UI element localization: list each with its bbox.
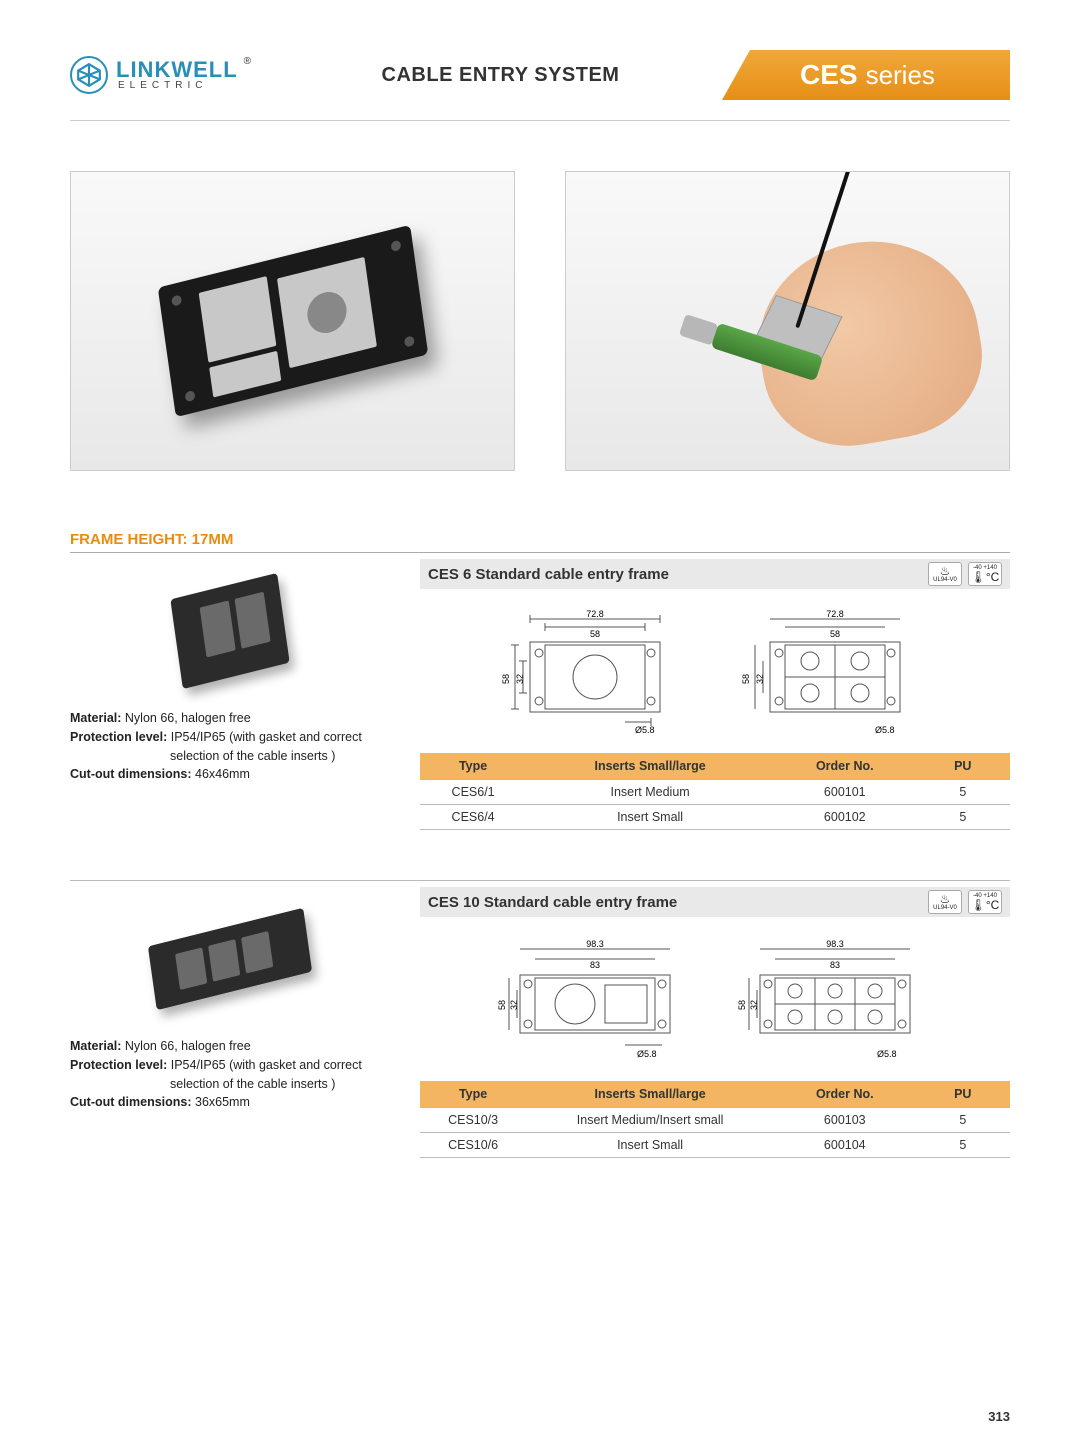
badge-ul94: ♨UL94-V0 [928,890,962,914]
hero-image-hand [565,171,1010,471]
svg-text:58: 58 [497,1000,507,1010]
th-type: Type [420,1081,526,1108]
svg-text:32: 32 [749,1000,759,1010]
registered-mark: ® [244,56,251,67]
page-header: LINKWELL ELECTRIC ® CABLE ENTRY SYSTEM C… [70,40,1010,110]
diagram-ces6-2: 72.8 58 58 32 Ø5.8 [735,607,935,737]
th-order: Order No. [774,753,916,780]
svg-text:58: 58 [737,1000,747,1010]
svg-text:32: 32 [755,674,765,684]
product-ces10: Material: Nylon 66, halogen free Protect… [70,887,1010,1158]
product-ces6: Material: Nylon 66, halogen free Protect… [70,559,1010,830]
th-pu: PU [916,753,1010,780]
svg-text:58: 58 [590,629,600,639]
th-pu: PU [916,1081,1010,1108]
svg-text:58: 58 [741,674,751,684]
table-row: CES6/4 Insert Small 600102 5 [420,805,1010,830]
svg-text:Ø5.8: Ø5.8 [635,725,655,735]
table-row: CES10/3 Insert Medium/Insert small 60010… [420,1108,1010,1133]
th-order: Order No. [774,1081,916,1108]
thumb-ces6 [140,571,320,691]
specs-ces10: Material: Nylon 66, halogen free Protect… [70,1037,390,1112]
svg-text:Ø5.8: Ø5.8 [877,1049,897,1059]
title-row-ces6: CES 6 Standard cable entry frame ♨UL94-V… [420,559,1010,589]
svg-text:Ø5.8: Ø5.8 [637,1049,657,1059]
section-heading: FRAME HEIGHT: 17MM [70,531,1010,553]
brand-logo: LINKWELL ELECTRIC ® [70,56,251,94]
svg-text:72.8: 72.8 [826,609,844,619]
series-code: CES [800,59,858,91]
th-inserts: Inserts Small/large [526,753,774,780]
table-ces6: Type Inserts Small/large Order No. PU CE… [420,753,1010,830]
page-title: CABLE ENTRY SYSTEM [382,64,620,87]
svg-text:Ø5.8: Ø5.8 [875,725,895,735]
brand-name: LINKWELL [116,59,238,81]
brand-logo-icon [70,56,108,94]
svg-text:83: 83 [590,960,600,970]
svg-text:72.8: 72.8 [586,609,604,619]
header-rule [70,120,1010,121]
specs-ces6: Material: Nylon 66, halogen free Protect… [70,709,390,784]
svg-text:58: 58 [501,674,511,684]
hero-image-product [70,171,515,471]
th-type: Type [420,753,526,780]
th-inserts: Inserts Small/large [526,1081,774,1108]
separator [70,880,1010,881]
series-word: series [866,60,935,91]
hero-row [70,171,1010,471]
table-row: CES10/6 Insert Small 600104 5 [420,1133,1010,1158]
thumb-ces10 [140,899,320,1019]
diagrams-ces10: 98.3 83 58 32 Ø5.8 [420,917,1010,1075]
svg-text:83: 83 [830,960,840,970]
svg-text:58: 58 [830,629,840,639]
table-ces10: Type Inserts Small/large Order No. PU CE… [420,1081,1010,1158]
svg-text:98.3: 98.3 [826,939,844,949]
diagram-ces6-1: 72.8 58 58 32 Ø5.8 [495,607,695,737]
series-tab: CES series [750,50,1010,100]
diagrams-ces6: 72.8 58 58 32 Ø5.8 [420,589,1010,747]
diagram-ces10-1: 98.3 83 58 32 Ø5.8 [495,935,695,1065]
svg-text:32: 32 [509,1000,519,1010]
page-number: 313 [988,1409,1010,1424]
badge-temp: -40 +140🌡°C [968,890,1002,914]
badge-ul94: ♨UL94-V0 [928,562,962,586]
product-title-ces6: CES 6 Standard cable entry frame [428,566,669,583]
brand-sub: ELECTRIC [118,81,238,91]
title-row-ces10: CES 10 Standard cable entry frame ♨UL94-… [420,887,1010,917]
svg-text:32: 32 [515,674,525,684]
svg-text:98.3: 98.3 [586,939,604,949]
badge-temp: -40 +140🌡°C [968,562,1002,586]
table-row: CES6/1 Insert Medium 600101 5 [420,780,1010,805]
diagram-ces10-2: 98.3 83 58 32 Ø5.8 [735,935,935,1065]
product-title-ces10: CES 10 Standard cable entry frame [428,894,677,911]
